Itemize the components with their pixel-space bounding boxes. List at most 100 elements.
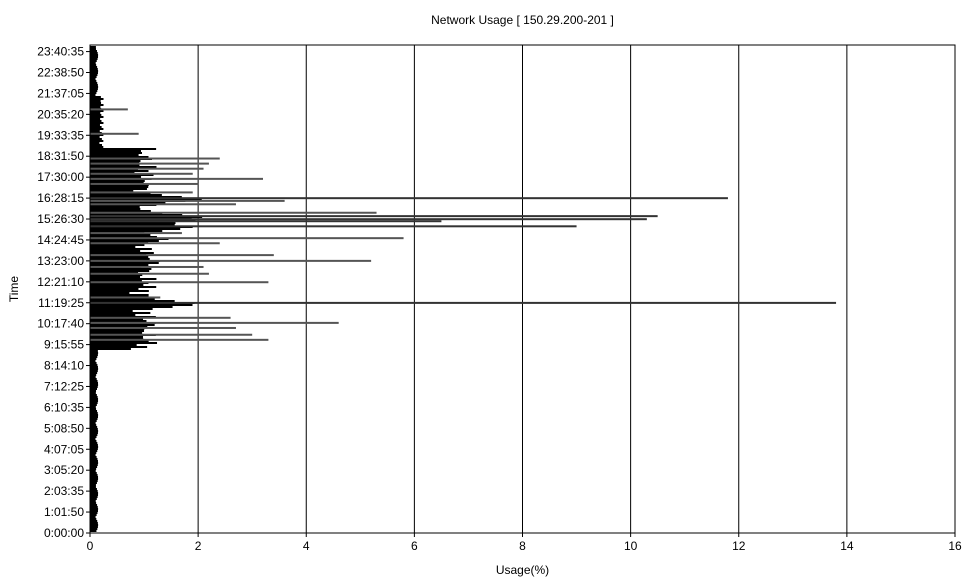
y-tick-label: 13:23:00 — [37, 254, 84, 268]
usage-bar — [90, 100, 101, 102]
usage-bar — [90, 480, 98, 482]
usage-bar — [90, 184, 149, 186]
usage-bar — [90, 122, 104, 124]
usage-spike — [90, 296, 161, 299]
usage-bar — [90, 74, 98, 76]
usage-spike — [90, 177, 263, 180]
usage-bar — [90, 306, 173, 308]
usage-bar — [90, 344, 137, 346]
usage-bar — [90, 396, 98, 398]
usage-bar — [90, 150, 141, 152]
usage-bar — [90, 386, 98, 388]
usage-bar — [90, 444, 98, 446]
usage-bar — [90, 92, 97, 94]
usage-bar — [90, 472, 97, 474]
y-tick-label: 15:26:30 — [37, 212, 84, 226]
usage-bar — [90, 278, 157, 280]
usage-bar — [90, 250, 141, 252]
usage-spike — [90, 259, 372, 262]
usage-bar — [90, 308, 153, 310]
usage-bar — [90, 124, 100, 126]
usage-bar — [90, 466, 98, 468]
usage-bar — [90, 360, 96, 362]
usage-bar — [90, 104, 104, 106]
usage-bar — [90, 482, 97, 484]
usage-bar — [90, 112, 101, 114]
usage-bar — [90, 304, 193, 306]
usage-bar — [90, 404, 97, 406]
usage-bar — [90, 512, 98, 514]
x-tick-label: 4 — [303, 539, 310, 553]
usage-bar — [90, 148, 157, 150]
usage-bar — [90, 458, 98, 460]
x-axis-ticks: 0 2 4 6 8 10 12 14 16 — [87, 533, 962, 553]
usage-bar — [90, 424, 97, 426]
usage-bar — [90, 174, 154, 176]
usage-bar — [90, 426, 98, 428]
usage-bar — [90, 144, 103, 146]
x-tick-label: 2 — [195, 539, 202, 553]
usage-bar — [90, 214, 183, 216]
usage-spike — [90, 199, 285, 202]
usage-bar — [90, 244, 145, 246]
usage-bar — [90, 70, 99, 72]
usage-bar — [90, 140, 104, 142]
x-axis-title: Usage(%) — [496, 563, 549, 577]
usage-bar — [90, 290, 149, 292]
y-tick-label: 0:00:00 — [44, 526, 84, 540]
usage-spike — [90, 232, 182, 235]
usage-bar — [90, 202, 166, 204]
usage-bar — [90, 106, 101, 108]
usage-bar — [90, 312, 151, 314]
usage-bar — [90, 262, 159, 264]
usage-bar — [90, 422, 96, 424]
usage-bar — [90, 430, 99, 432]
usage-bar — [90, 128, 104, 130]
usage-bar — [90, 96, 101, 98]
usage-bar — [90, 156, 149, 158]
usage-bar — [90, 328, 145, 330]
usage-spike — [90, 316, 231, 319]
usage-bar — [90, 318, 144, 320]
usage-bar — [90, 436, 97, 438]
y-tick-label: 10:17:40 — [37, 317, 84, 331]
usage-bar — [90, 102, 102, 104]
y-tick-label: 4:07:05 — [44, 442, 84, 456]
usage-bar — [90, 264, 149, 266]
usage-spike — [90, 225, 577, 228]
usage-bar — [90, 372, 98, 374]
usage-bar — [90, 496, 98, 498]
y-axis-title: Time — [7, 276, 21, 303]
usage-bar — [90, 58, 98, 60]
usage-bar — [90, 442, 98, 444]
usage-bar — [90, 506, 98, 508]
usage-bar — [90, 362, 97, 364]
usage-bar — [90, 522, 98, 524]
usage-bar — [90, 462, 99, 464]
usage-bar — [90, 110, 104, 112]
y-tick-label: 19:33:35 — [37, 128, 84, 142]
usage-bar — [90, 170, 149, 172]
usage-bar — [90, 240, 159, 242]
usage-bar — [90, 68, 98, 70]
usage-bar — [90, 408, 97, 410]
usage-bar — [90, 72, 98, 74]
usage-bar — [90, 528, 98, 530]
usage-bar — [90, 86, 99, 88]
usage-bar — [90, 196, 182, 198]
usage-bar — [90, 46, 96, 48]
y-tick-label: 20:35:20 — [37, 107, 84, 121]
usage-bar — [90, 336, 144, 338]
usage-bar — [90, 332, 143, 334]
usage-bar — [90, 414, 99, 416]
usage-bar — [90, 134, 104, 136]
y-tick-label: 9:15:55 — [44, 338, 84, 352]
usage-bar — [90, 446, 99, 448]
usage-bar — [90, 492, 99, 494]
x-tick-label: 16 — [948, 539, 962, 553]
usage-bar — [90, 484, 96, 486]
usage-bar — [90, 88, 98, 90]
usage-bar — [90, 348, 131, 350]
y-tick-label: 23:40:35 — [37, 45, 84, 59]
